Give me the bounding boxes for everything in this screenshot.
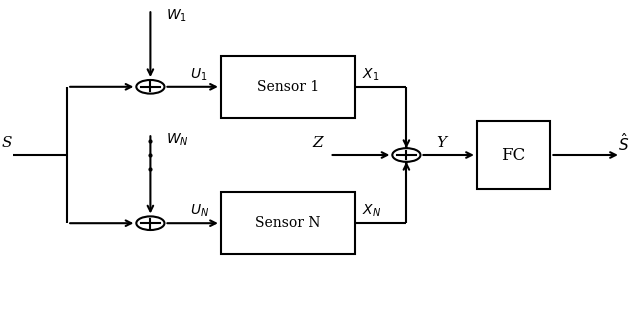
Text: Z: Z [312, 135, 323, 150]
Text: Sensor N: Sensor N [255, 216, 321, 230]
Text: $U_1$: $U_1$ [190, 66, 207, 82]
Circle shape [136, 80, 164, 94]
Text: $X_N$: $X_N$ [362, 203, 381, 219]
Bar [221, 192, 355, 254]
Circle shape [392, 148, 420, 162]
Text: FC: FC [502, 147, 525, 163]
Text: $W_1$: $W_1$ [166, 7, 188, 24]
Text: $X_1$: $X_1$ [362, 66, 379, 82]
Text: $W_N$: $W_N$ [166, 131, 189, 148]
Text: Y: Y [436, 135, 447, 150]
Bar [477, 121, 550, 189]
Text: Sensor 1: Sensor 1 [257, 80, 319, 94]
Circle shape [136, 216, 164, 230]
Text: $U_N$: $U_N$ [190, 203, 209, 219]
Bar [221, 56, 355, 118]
Text: $\hat{S}$: $\hat{S}$ [618, 132, 629, 153]
Text: S: S [1, 135, 12, 150]
